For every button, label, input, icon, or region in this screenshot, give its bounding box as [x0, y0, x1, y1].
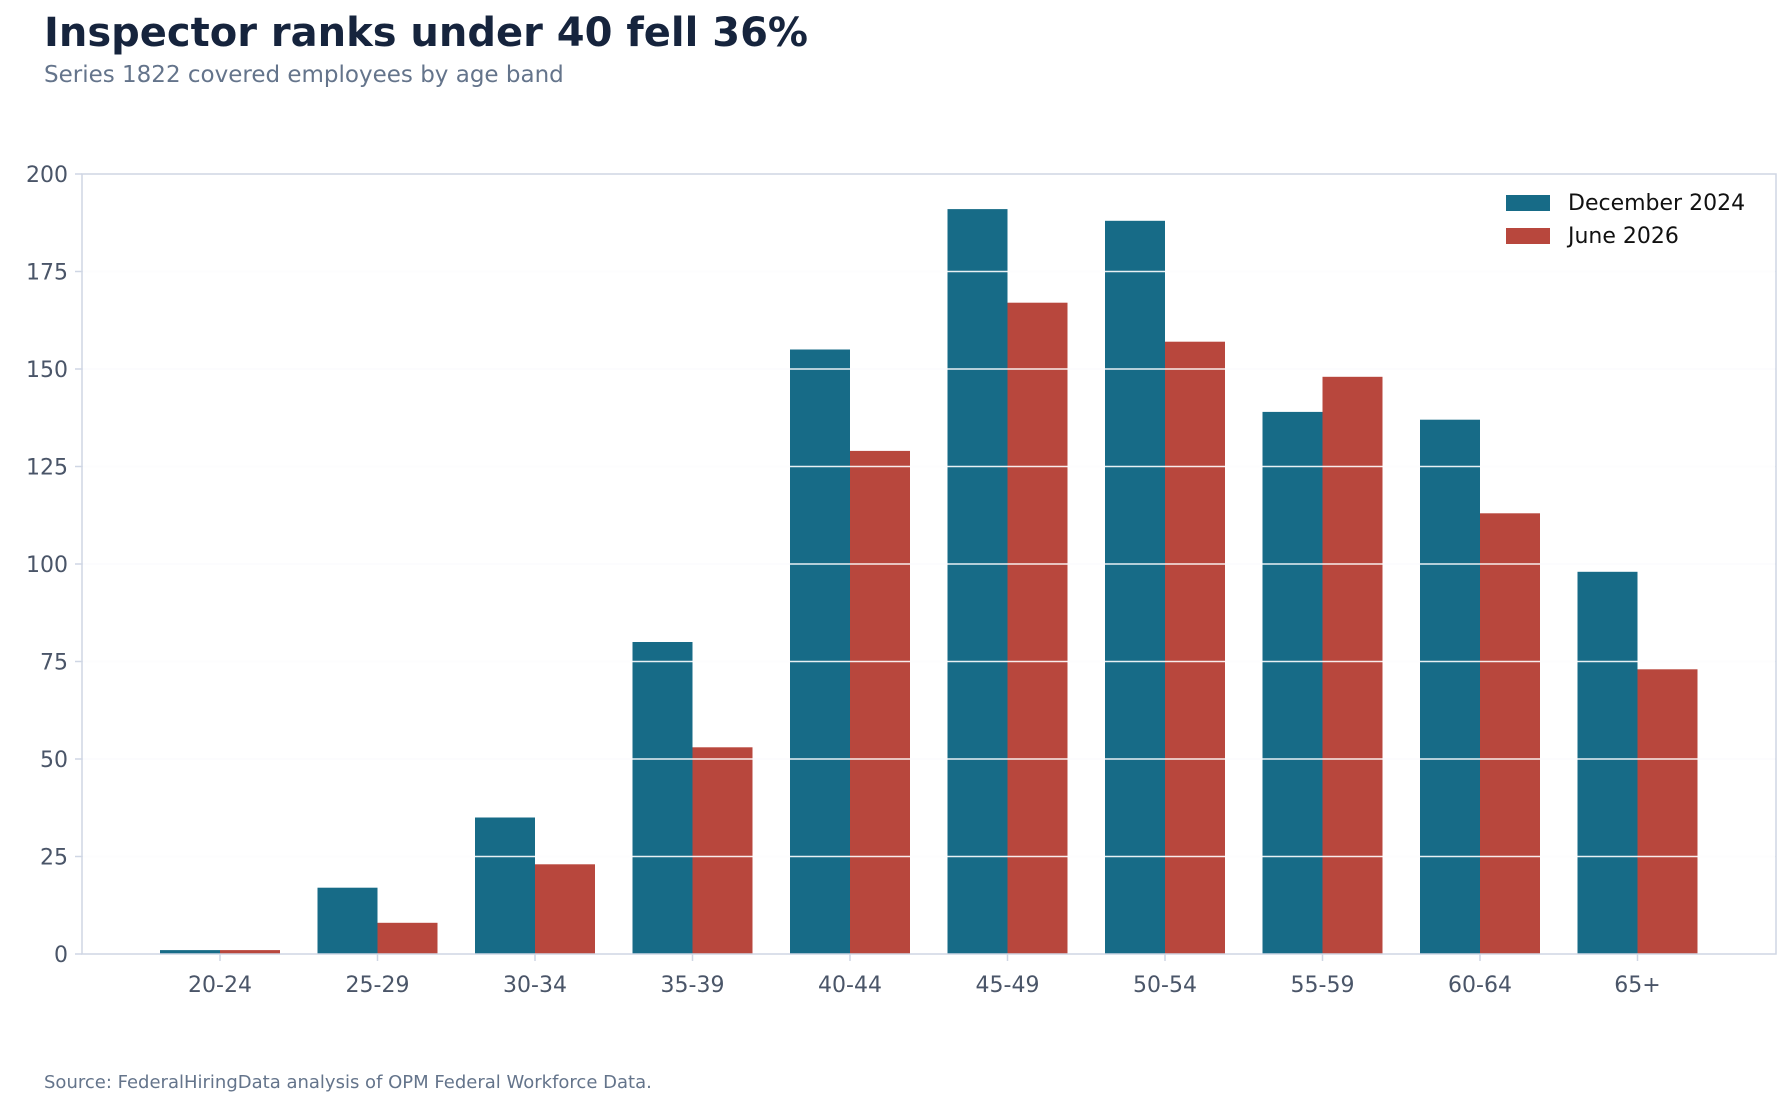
bar-jun-2026-55-59	[1322, 376, 1383, 954]
bar-jun-2026-20-24	[220, 950, 280, 954]
y-tick-label: 125	[26, 456, 68, 481]
bars	[83, 209, 1775, 955]
bar-dec-2024-60-64	[1420, 419, 1480, 954]
bar-jun-2026-30-34	[535, 864, 595, 954]
y-tick-label: 75	[40, 651, 68, 676]
bar-dec-2024-40-44	[790, 349, 850, 954]
x-tick-label: 30-34	[503, 973, 567, 998]
x-tick-label: 20-24	[188, 973, 252, 998]
legend-label-dec-2024: December 2024	[1568, 191, 1745, 216]
y-tick-label: 175	[26, 261, 68, 286]
bar-jun-2026-65+	[1637, 669, 1698, 954]
bar-jun-2026-40-44	[850, 450, 910, 954]
bar-dec-2024-45-49	[947, 209, 1008, 955]
bar-dec-2024-30-34	[475, 817, 535, 954]
bar-dec-2024-35-39	[632, 642, 693, 954]
y-tick-label: 200	[26, 163, 68, 188]
legend: December 2024 June 2026	[1506, 191, 1745, 249]
y-tick-label: 150	[26, 358, 68, 383]
x-tick-label: 40-44	[818, 973, 882, 998]
x-tick-label: 60-64	[1448, 973, 1512, 998]
legend-swatch-dec-2024	[1506, 195, 1550, 211]
source-note: Source: FederalHiringData analysis of OP…	[44, 1072, 652, 1093]
bar-dec-2024-20-24	[160, 950, 220, 954]
bar-jun-2026-45-49	[1007, 302, 1068, 954]
legend-label-jun-2026: June 2026	[1566, 224, 1679, 249]
x-tick-label: 25-29	[346, 973, 410, 998]
y-tick-label: 100	[26, 553, 68, 578]
x-tick-label: 35-39	[661, 973, 725, 998]
legend-swatch-jun-2026	[1506, 228, 1550, 244]
x-tick-label: 65+	[1614, 973, 1660, 998]
y-tick-label: 50	[40, 748, 68, 773]
chart-title: Inspector ranks under 40 fell 36%	[44, 10, 809, 56]
bar-dec-2024-50-54	[1105, 220, 1165, 955]
bar-dec-2024-25-29	[317, 887, 378, 954]
bar-jun-2026-25-29	[377, 922, 438, 954]
y-tick-label: 0	[54, 943, 68, 968]
x-tick-label: 45-49	[976, 973, 1040, 998]
chart-subtitle: Series 1822 covered employees by age ban…	[44, 62, 564, 88]
axes: 20-24 25-29 30-34 35-39 40-44 45-49 50-54 55-59…	[26, 163, 1661, 998]
y-tick-label: 25	[40, 846, 68, 871]
x-tick-label: 55-59	[1291, 973, 1355, 998]
bar-jun-2026-60-64	[1480, 513, 1540, 954]
bar-jun-2026-35-39	[692, 747, 753, 954]
x-tick-label: 50-54	[1133, 973, 1197, 998]
bar-dec-2024-55-59	[1262, 411, 1323, 954]
bar-dec-2024-65+	[1577, 571, 1638, 954]
bar-jun-2026-50-54	[1165, 341, 1225, 954]
